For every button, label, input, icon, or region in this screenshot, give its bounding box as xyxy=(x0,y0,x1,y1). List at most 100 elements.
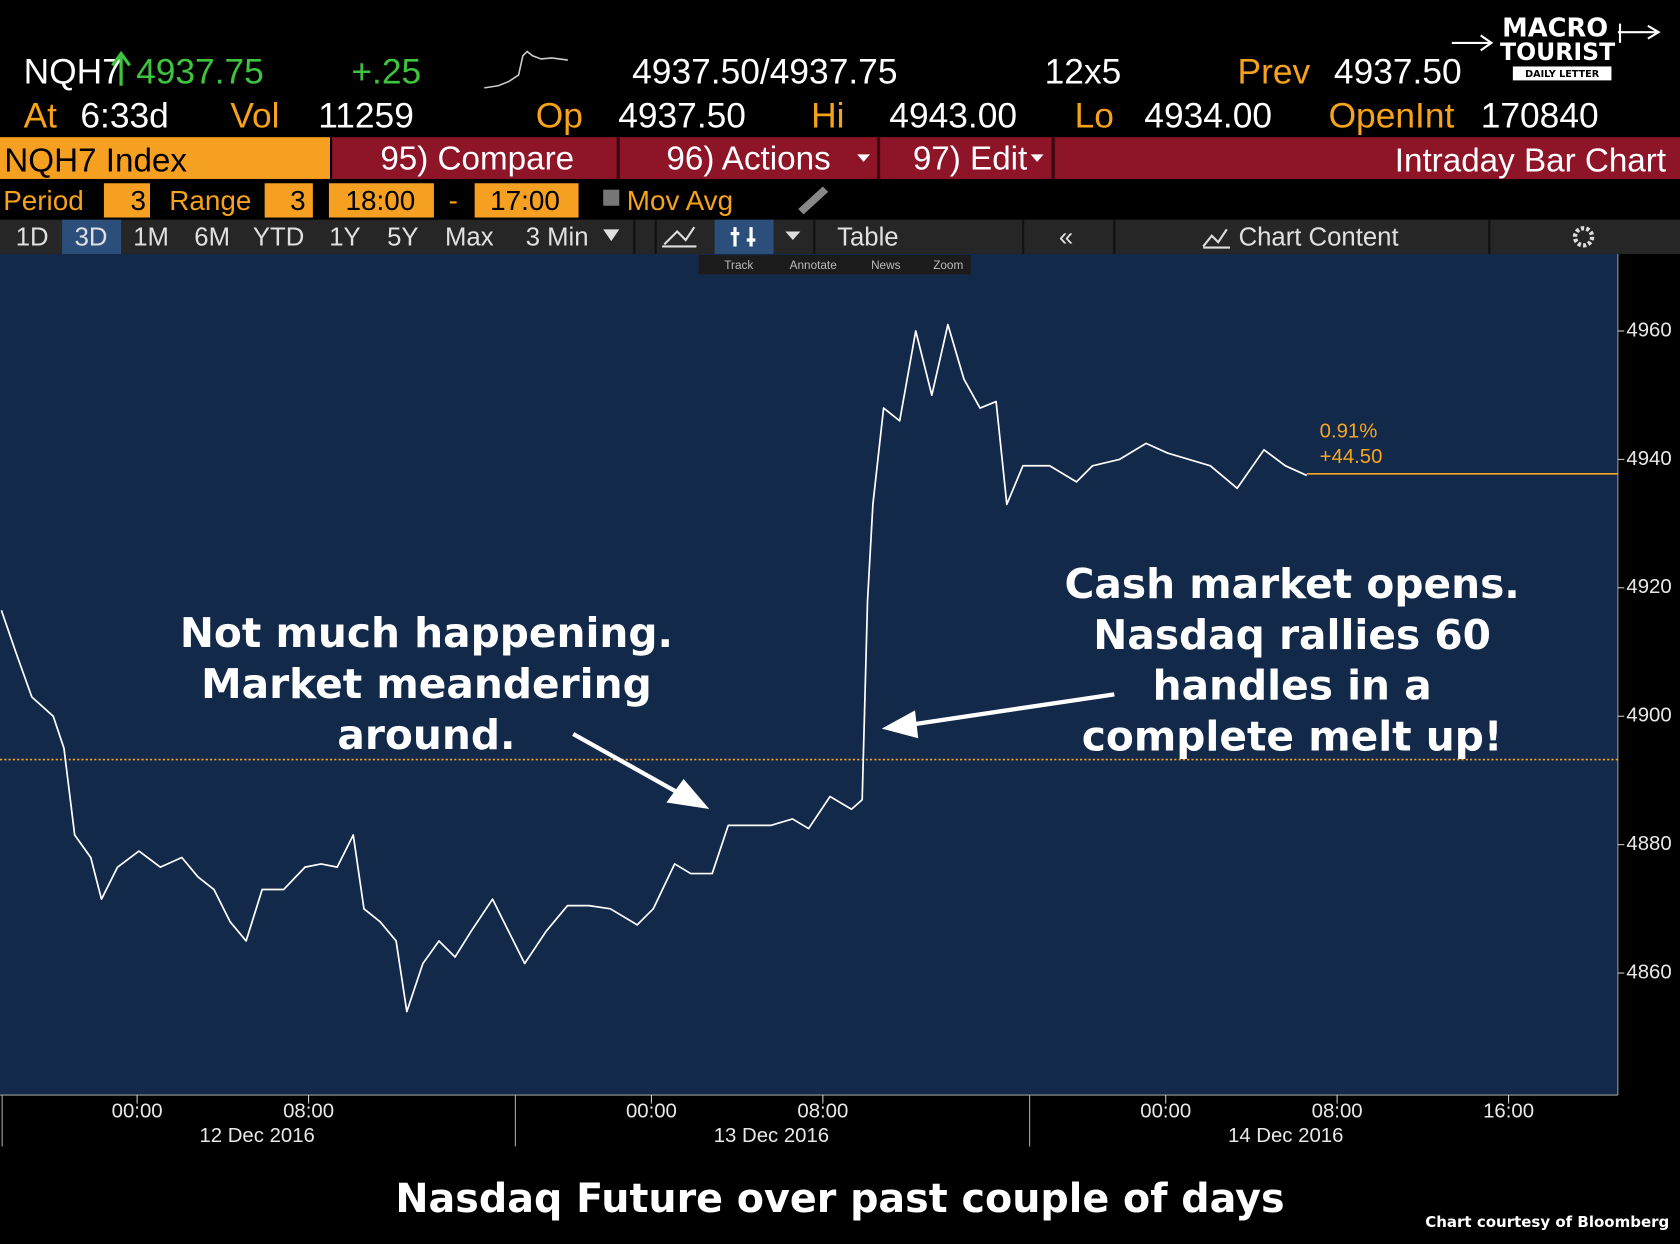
caption: Nasdaq Future over past couple of days xyxy=(395,1176,1284,1222)
period-tab[interactable]: 3D xyxy=(75,223,108,251)
edit-button[interactable]: 97) Edit xyxy=(913,140,1027,177)
x-tick-label: 00:00 xyxy=(1140,1101,1191,1123)
pencil-icon[interactable] xyxy=(798,186,829,215)
y-axis-area xyxy=(1617,253,1680,1096)
dropdown-arrow[interactable] xyxy=(603,229,620,242)
change-label: +44.50 xyxy=(1320,446,1383,468)
y-tick-label: 4920 xyxy=(1626,576,1671,598)
y-tick-label: 4900 xyxy=(1626,705,1671,727)
bar-chart-icon xyxy=(730,227,756,247)
end-time[interactable]: 17:00 xyxy=(490,185,560,216)
period-tab[interactable]: 6M xyxy=(194,223,230,251)
bid-ask: 4937.50/4937.75 xyxy=(632,53,897,92)
arrow-head xyxy=(666,778,710,809)
x-tick-label: 08:00 xyxy=(797,1101,848,1123)
collapse-button[interactable]: « xyxy=(1059,223,1073,251)
input-box[interactable] xyxy=(328,183,434,218)
active-tool[interactable] xyxy=(714,219,774,254)
y-tick-label: 4860 xyxy=(1626,961,1671,983)
input-box[interactable] xyxy=(264,183,313,218)
sparkline-icon xyxy=(484,50,568,89)
active-tab[interactable] xyxy=(62,219,122,254)
period[interactable]: 3 xyxy=(130,185,146,216)
time: 6:33d xyxy=(80,97,168,136)
annotation: Cash market opens. xyxy=(1065,560,1520,608)
arrow-head xyxy=(881,710,919,739)
chart-tool[interactable]: Zoom xyxy=(933,259,963,272)
range-label: Range xyxy=(169,185,251,216)
x-tick-label: 00:00 xyxy=(112,1101,163,1123)
chart-tools xyxy=(698,255,971,275)
period-tab[interactable]: 1D xyxy=(16,223,49,251)
interval-tab[interactable]: 3 Min xyxy=(526,223,589,251)
last-price: 4937.75 xyxy=(136,53,264,92)
start-time[interactable]: 18:00 xyxy=(346,185,416,216)
period-label: Period xyxy=(3,185,84,216)
date-label: 14 Dec 2016 xyxy=(1228,1125,1343,1147)
x-tick-label: 00:00 xyxy=(626,1101,677,1123)
dash: - xyxy=(449,185,458,216)
prev: 4937.50 xyxy=(1334,53,1462,92)
annotation: Nasdaq rallies 60 xyxy=(1093,611,1491,659)
arrow-line xyxy=(572,732,682,796)
change-label: 0.91% xyxy=(1320,420,1378,442)
logo-text: MACRO xyxy=(1502,13,1608,43)
volume: 11259 xyxy=(318,97,414,136)
logo-text: TOURIST xyxy=(1500,38,1615,66)
dropdown-arrow[interactable] xyxy=(785,231,801,241)
op-label: Op xyxy=(536,97,583,136)
chart-content-icon xyxy=(1202,228,1230,249)
line-chart-icon[interactable] xyxy=(662,226,697,248)
range[interactable]: 3 xyxy=(290,185,306,216)
lo-label: Lo xyxy=(1075,97,1114,136)
at-label: At xyxy=(24,97,58,136)
mov-avg[interactable]: Mov Avg xyxy=(627,185,733,216)
actions-button[interactable]: 96) Actions xyxy=(666,140,830,177)
chart-tool[interactable]: News xyxy=(871,259,901,272)
security-box[interactable] xyxy=(0,137,330,179)
logo-text: DAILY LETTER xyxy=(1525,69,1600,80)
hi-label: Hi xyxy=(811,97,844,136)
security[interactable]: NQH7 Index xyxy=(4,142,187,179)
x-tick-label: 08:00 xyxy=(1312,1101,1363,1123)
chart-tool[interactable]: Annotate xyxy=(790,259,838,272)
annotation: Not much happening. xyxy=(180,609,673,657)
period-tab[interactable]: 1M xyxy=(133,223,169,251)
period-tab[interactable]: 5Y xyxy=(387,223,418,251)
arrow-line xyxy=(912,692,1115,727)
compare-button[interactable]: 95) Compare xyxy=(380,140,574,177)
annotation: handles in a xyxy=(1153,662,1432,710)
chart-content-button[interactable]: Chart Content xyxy=(1239,223,1399,251)
open: 4937.50 xyxy=(618,97,746,136)
source: Chart courtesy of Bloomberg xyxy=(1425,1213,1669,1231)
annotation: around. xyxy=(337,711,515,759)
open-interest: 170840 xyxy=(1481,97,1599,136)
period-tab[interactable]: 1Y xyxy=(329,223,360,251)
logo-arrows xyxy=(1451,23,1661,52)
input-box[interactable] xyxy=(103,183,150,218)
y-tick-label: 4880 xyxy=(1626,833,1671,855)
period-tab[interactable]: Max xyxy=(445,223,494,251)
vol-label: Vol xyxy=(230,97,279,136)
date-label: 13 Dec 2016 xyxy=(714,1125,829,1147)
input-box[interactable] xyxy=(474,183,579,218)
plot-area xyxy=(0,253,1618,1096)
chart-tool[interactable]: Track xyxy=(724,259,753,272)
x-tick-label: 16:00 xyxy=(1483,1101,1534,1123)
period-tab[interactable]: YTD xyxy=(253,223,304,251)
openint-label: OpenInt xyxy=(1329,97,1455,136)
checkbox[interactable] xyxy=(603,189,620,206)
menu-bar xyxy=(332,137,1680,179)
date-label: 12 Dec 2016 xyxy=(199,1125,314,1147)
logo: MACRO TOURIST DAILY LETTER xyxy=(1451,13,1661,81)
table-button[interactable]: Table xyxy=(837,223,898,251)
toolbar xyxy=(0,219,1680,254)
arrows xyxy=(572,692,1115,809)
settings-icon[interactable] xyxy=(1572,226,1595,248)
ticker: NQH7 xyxy=(24,53,122,92)
y-tick-label: 4960 xyxy=(1626,319,1671,341)
view-title: Intraday Bar Chart xyxy=(1395,142,1666,179)
high: 4943.00 xyxy=(889,97,1017,136)
change: +.25 xyxy=(351,53,421,92)
